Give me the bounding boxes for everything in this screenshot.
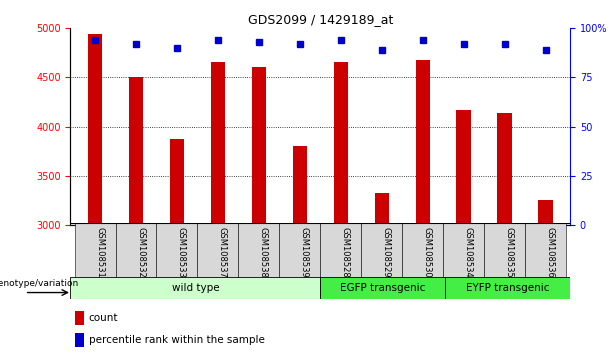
Text: genotype/variation: genotype/variation [0,279,78,288]
Bar [484,223,525,278]
Text: GSM108539: GSM108539 [300,227,309,278]
Bar [170,139,184,225]
Bar [129,78,143,225]
Bar [70,277,320,299]
Text: percentile rank within the sample: percentile rank within the sample [88,335,264,345]
Bar [375,193,389,225]
Text: GSM108535: GSM108535 [504,227,514,278]
Bar [75,312,84,325]
Bar [156,223,197,278]
Bar [280,223,320,278]
Text: GSM108533: GSM108533 [177,227,186,278]
Bar [320,277,445,299]
Bar [538,200,553,225]
Bar [361,223,402,278]
Bar [320,223,361,278]
Bar [211,62,225,225]
Bar [238,223,280,278]
Bar [445,277,570,299]
Bar [333,62,348,225]
Bar [252,67,266,225]
Bar [75,333,84,347]
Bar [416,60,430,225]
Bar [525,223,566,278]
Text: GSM108531: GSM108531 [95,227,104,278]
Text: count: count [88,313,118,323]
Text: GSM108534: GSM108534 [463,227,473,278]
Bar [115,223,156,278]
Bar [292,146,307,225]
Text: EYFP transgenic: EYFP transgenic [466,283,549,293]
Text: GSM108532: GSM108532 [136,227,145,278]
Bar [497,113,512,225]
Text: GSM108537: GSM108537 [218,227,227,278]
Text: GSM108528: GSM108528 [341,227,350,278]
Bar [197,223,238,278]
Bar [75,223,115,278]
Text: GSM108536: GSM108536 [546,227,555,278]
Text: GSM108529: GSM108529 [382,227,390,278]
Text: GSM108530: GSM108530 [423,227,432,278]
Bar [88,34,102,225]
Text: EGFP transgenic: EGFP transgenic [340,283,425,293]
Text: wild type: wild type [172,283,219,293]
Text: GSM108538: GSM108538 [259,227,268,278]
Bar [457,110,471,225]
Bar [443,223,484,278]
Title: GDS2099 / 1429189_at: GDS2099 / 1429189_at [248,13,393,26]
Bar [402,223,443,278]
